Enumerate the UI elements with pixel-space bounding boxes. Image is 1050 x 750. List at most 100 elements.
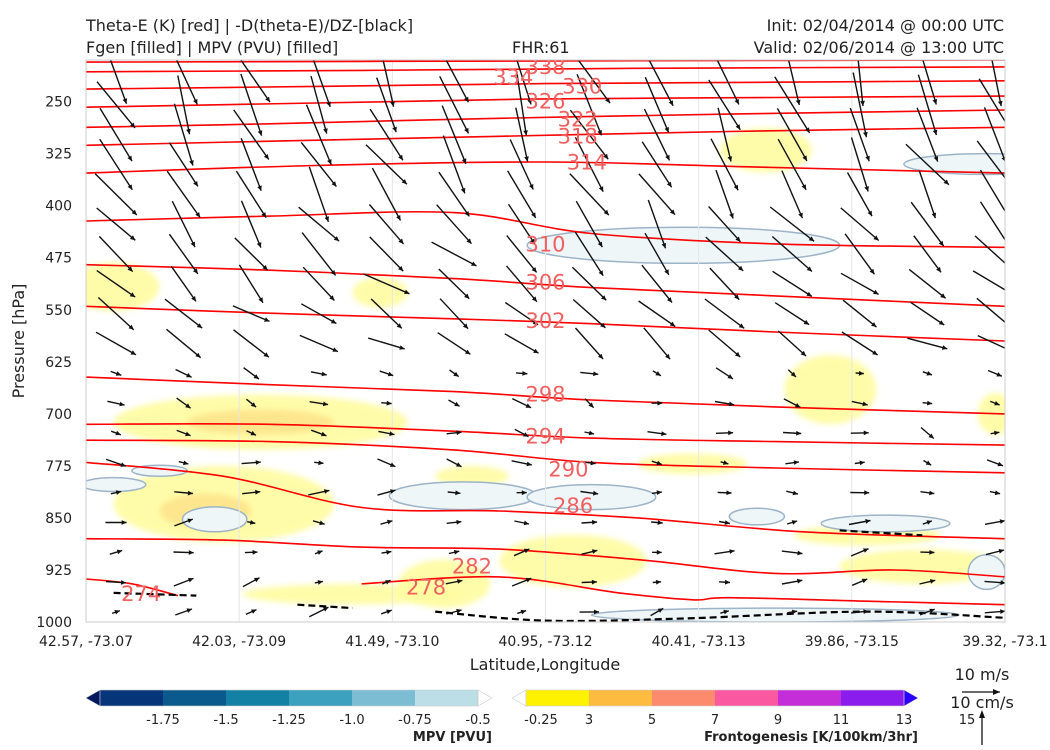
wind-vector-head [594,609,599,615]
wind-vector-head [1010,267,1015,272]
wind-vector [170,265,197,302]
wind-vector-head [727,374,733,379]
wind-vector-head [398,154,403,161]
wind-vector-head [802,155,807,161]
wind-vector [907,337,948,350]
fgen-region-9 [720,127,813,173]
fgen-colorbar-tick-1: 5 [648,713,656,728]
wind-vector-head [926,371,932,376]
quiver-key-label-vertical: 10 cm/s [950,693,1014,712]
wind-vector-head [940,293,946,299]
wind-vector-head [327,159,332,165]
wind-vector-head [863,548,869,553]
wind-vector-head [456,608,462,614]
wind-vector [716,60,740,105]
wind-vector [240,60,271,103]
wind-vector [577,60,611,104]
wind-vector-head [655,579,662,585]
fgen-colorbar-extend-high [903,689,919,707]
wind-vector [972,270,1005,291]
wind-vector-head [938,320,945,325]
wind-vector-head [120,462,126,467]
wind-vector [438,171,470,217]
wind-vector-head [597,129,602,136]
wind-vector-head [724,520,730,525]
wind-vector-head [588,402,594,408]
wind-vector-head [457,579,463,584]
wind-vector [166,170,201,218]
wind-vector [376,77,397,133]
theta-e-contour-326 [86,95,1005,108]
wind-vector-head [668,100,674,106]
y-tick-625: 625 [45,355,72,371]
wind-vector [844,233,875,275]
mpv-region-7 [728,507,786,526]
wind-vector [441,105,467,165]
wind-vector [991,60,1002,107]
mpv-colorbar-swatch-2 [163,690,227,706]
wind-vector-head [195,352,201,358]
wind-vector-head [185,431,191,437]
theta-e-label-286: 286 [553,494,593,518]
mpv-colorbar-swatch-5 [352,690,416,706]
wind-vector-head [404,289,410,294]
wind-vector-head [396,215,401,221]
fgen-colorbar-swatch-6 [841,690,905,706]
wind-vector [371,167,402,221]
wind-vector [644,232,670,276]
theta-e-label-334: 334 [493,65,533,89]
mpv-colorbar-tick-3: -1.0 [339,713,364,728]
wind-vector-head [806,291,812,297]
wind-vector-head [333,236,340,242]
wind-vector-head [250,430,256,436]
wind-vector-head [191,296,196,302]
wind-vector [98,235,134,273]
wind-vector [109,60,128,104]
wind-vector [978,78,1005,123]
wind-vector-head [872,350,878,355]
wind-vector-head [255,460,261,465]
forecast-hour: FHR:61 [512,38,570,57]
wind-vector [977,334,1005,349]
wind-vector-head [931,212,937,219]
wind-vector [506,235,538,273]
wind-vector-head [928,433,934,439]
wind-vector [240,137,262,192]
wind-vector [166,328,202,359]
wind-vector-head [264,317,270,322]
wind-vector-head [862,401,868,407]
wind-vector-head [522,371,528,376]
wind-vector [769,206,815,242]
wind-vector-head [115,371,122,376]
theta-e-contour-298 [86,376,1005,415]
ddz-contour-2 [435,610,1005,622]
wind-vector-head [530,238,535,245]
wind-vector [852,72,868,138]
wind-vector-head [806,266,812,272]
fgen-colorbar-tick-2: 7 [711,713,719,728]
wind-vector-head [464,293,470,299]
wind-vector [916,107,939,162]
wind-vector-head [664,269,669,275]
wind-vector [234,237,269,271]
theta-e-label-310: 310 [525,233,565,257]
wind-vector [776,108,808,162]
theta-e-label-322: 322 [558,108,598,132]
wind-vector [708,329,741,358]
mpv-colorbar-extend-high [477,689,493,707]
wind-vector-head [115,430,121,436]
wind-vector [368,337,405,350]
x-tick-4: 40.41, -73.13 [652,634,746,650]
wind-vector-head [387,371,394,377]
theta-e-contour-282 [86,537,1005,578]
theta-e-label-282: 282 [452,554,492,578]
grid-lines [86,60,1005,622]
wind-vector-head [186,372,192,378]
wind-vector-head [531,267,537,273]
wind-vector-head [728,430,734,436]
mpv-region-5 [526,483,657,511]
mpv-colorbar-swatch-1 [100,690,164,706]
wind-vector-head [262,265,268,271]
wind-vector [365,144,408,185]
theta-e-contour-286 [86,461,1005,540]
